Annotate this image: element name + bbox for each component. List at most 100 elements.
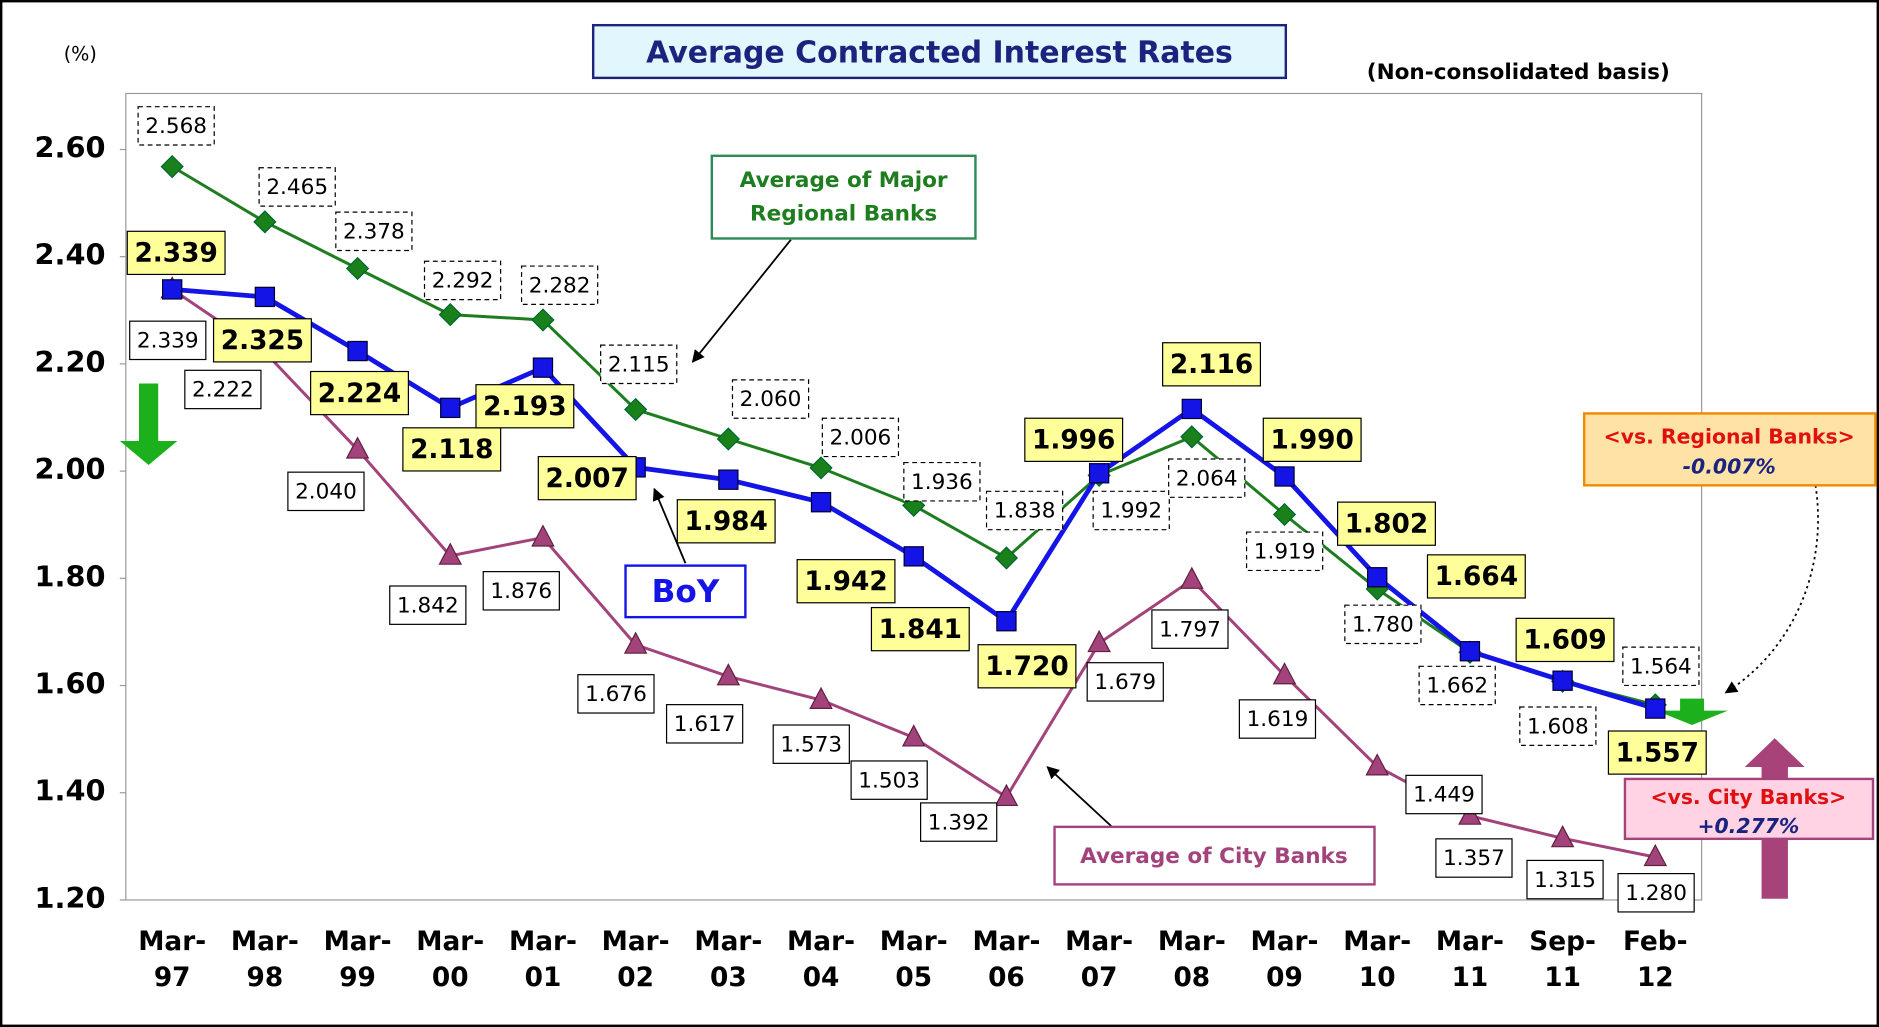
data-label: 1.936 [911, 470, 973, 495]
data-label-box [1622, 646, 1700, 687]
data-label-box [985, 490, 1064, 531]
data-label-box [977, 644, 1077, 689]
data-label: 1.996 [1032, 426, 1115, 456]
data-label: 2.040 [295, 480, 357, 505]
data-label-box [1262, 417, 1362, 462]
data-label: 1.720 [985, 652, 1068, 682]
point [623, 631, 648, 654]
point [161, 279, 183, 300]
data-label: 1.992 [1100, 499, 1162, 524]
data-label: 1.802 [1345, 509, 1428, 539]
point [1272, 502, 1297, 527]
data-label-box [1086, 662, 1164, 702]
data-label-box [423, 260, 502, 301]
data-label: 1.838 [994, 499, 1056, 524]
subtitle: (Non-consolidated basis) [1367, 60, 1670, 85]
data-label-box [1151, 609, 1229, 649]
data-label-box [903, 461, 981, 502]
data-label: 1.984 [684, 507, 767, 537]
x-tick-label: Mar-99 [324, 926, 392, 992]
point [438, 302, 462, 327]
y-tick-label: 2.60 [35, 130, 106, 164]
chart-title: Average Contracted Interest Rates [646, 35, 1233, 70]
title-box [591, 23, 1288, 80]
annotation-title: <vs. City Banks> [1650, 785, 1846, 809]
data-label: 1.942 [804, 567, 887, 597]
point [1365, 753, 1389, 776]
data-label: 2.465 [266, 175, 328, 200]
x-tick-label: Sep-11 [1529, 926, 1596, 992]
point [994, 546, 1019, 570]
data-label-box [577, 674, 655, 714]
data-label-box [537, 455, 637, 501]
data-label: 1.392 [928, 810, 990, 835]
point [809, 456, 833, 480]
point [1180, 425, 1204, 449]
point [345, 436, 370, 459]
data-label-box [1515, 617, 1615, 663]
point [1274, 466, 1295, 487]
x-tick-label: Mar-00 [416, 926, 484, 992]
data-label: 2.222 [192, 378, 254, 403]
data-label: 2.339 [134, 239, 217, 269]
data-label-box [389, 585, 467, 625]
data-label-box [665, 704, 744, 744]
data-label-box [870, 606, 970, 652]
data-label-box [402, 427, 502, 472]
point [718, 469, 739, 490]
point [532, 357, 554, 378]
data-label: 1.617 [674, 712, 736, 737]
data-label: 1.841 [879, 615, 962, 645]
data-label: 1.842 [397, 593, 459, 618]
point [624, 397, 648, 422]
callout-arrow [1046, 766, 1113, 828]
data-label: 2.339 [137, 329, 199, 354]
data-label: 1.608 [1527, 714, 1589, 739]
x-tick-label: Mar-10 [1343, 926, 1411, 992]
data-label-box [920, 802, 998, 842]
data-label-box [1405, 774, 1483, 815]
point [531, 308, 555, 332]
y-tick-label: 1.20 [35, 881, 106, 915]
data-label: 1.557 [1616, 738, 1699, 768]
callout-arrow [652, 487, 687, 564]
x-tick-label: Mar-02 [602, 926, 670, 992]
data-label: 1.503 [858, 768, 920, 793]
x-tick-label: Mar-06 [972, 926, 1040, 992]
data-label-box [1617, 873, 1695, 913]
point [716, 427, 740, 451]
point [1367, 567, 1388, 588]
data-label-box [1336, 501, 1436, 546]
annotation-box [1623, 777, 1875, 841]
data-label-box [1238, 699, 1317, 739]
data-label-box [772, 724, 850, 764]
data-label: 1.876 [490, 579, 552, 604]
data-label: 2.007 [545, 464, 628, 494]
data-label: 1.449 [1413, 783, 1475, 808]
data-label-box [1162, 342, 1262, 387]
data-label: 2.568 [145, 114, 207, 139]
data-label-box [1435, 838, 1513, 878]
data-label-box [1344, 604, 1422, 645]
point [438, 542, 463, 565]
series-name: BoY [652, 574, 720, 610]
down-arrow [119, 383, 178, 465]
x-tick-label: Mar-05 [880, 926, 948, 992]
point [1643, 843, 1668, 867]
data-label-box [184, 369, 262, 410]
point [810, 492, 832, 513]
data-label: 1.990 [1270, 426, 1353, 456]
point [1272, 662, 1297, 685]
data-label: 2.224 [318, 379, 401, 409]
down-arrow [1656, 698, 1729, 726]
data-label-box [850, 760, 928, 800]
series-name: Average of Major Regional Banks [740, 168, 948, 227]
data-label: 1.676 [585, 682, 647, 707]
series-name: Average of City Banks [1080, 844, 1348, 869]
point [901, 724, 926, 747]
annotation-title: <vs. Regional Banks> [1604, 424, 1855, 448]
point [1459, 641, 1481, 662]
data-label: 1.780 [1352, 613, 1414, 638]
